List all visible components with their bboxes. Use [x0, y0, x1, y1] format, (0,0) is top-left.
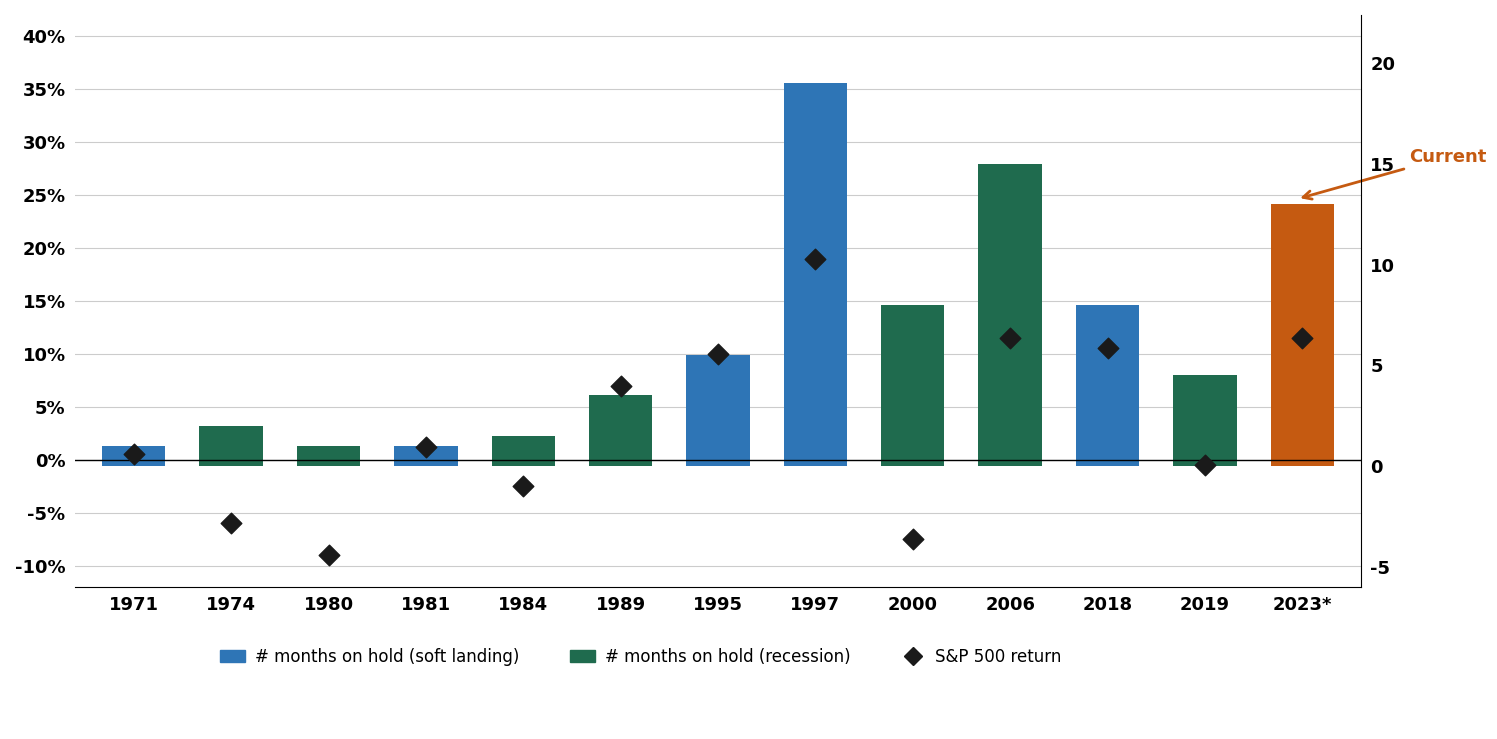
Point [804, 253, 828, 265]
Bar [1271, 204, 1334, 466]
Point [901, 533, 925, 545]
Point [413, 441, 437, 453]
Legend: # months on hold (soft landing), # months on hold (recession), S&P 500 return: # months on hold (soft landing), # month… [214, 641, 1069, 672]
Bar [979, 164, 1042, 466]
Point [1193, 459, 1217, 471]
Bar [882, 305, 945, 466]
Bar [1174, 375, 1237, 466]
Bar [784, 84, 847, 466]
Bar [686, 355, 750, 466]
Point [121, 449, 145, 460]
Point [998, 332, 1022, 344]
Bar [199, 426, 263, 466]
Point [707, 348, 731, 360]
Bar [491, 436, 555, 466]
Point [1290, 332, 1314, 344]
Bar [394, 446, 458, 466]
Text: Current: Current [1302, 148, 1487, 199]
Point [316, 549, 340, 561]
Point [1096, 343, 1120, 355]
Bar [1076, 305, 1139, 466]
Point [219, 517, 243, 529]
Bar [588, 395, 653, 466]
Bar [102, 446, 165, 466]
Bar [296, 446, 361, 466]
Point [609, 380, 633, 392]
Point [512, 480, 536, 492]
